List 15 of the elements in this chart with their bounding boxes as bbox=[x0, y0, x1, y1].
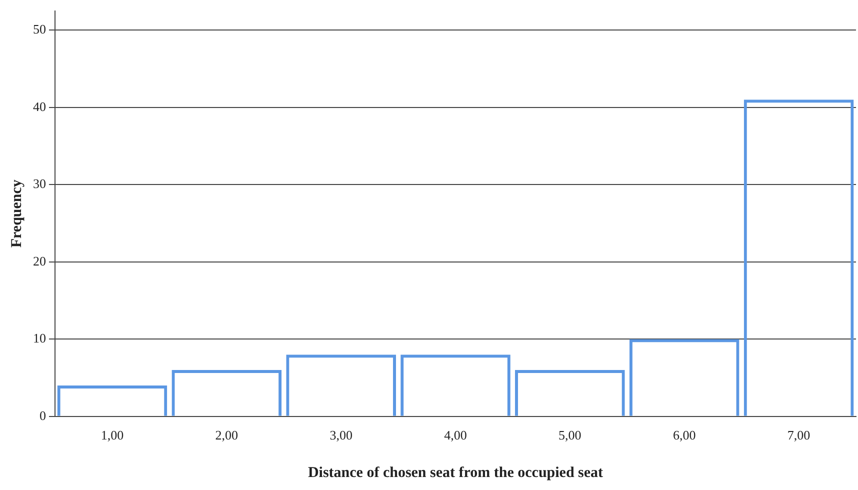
x-tick-label: 3,00 bbox=[330, 428, 352, 443]
x-tick-label: 7,00 bbox=[787, 428, 810, 443]
x-tick-label: 1,00 bbox=[100, 428, 124, 443]
y-tick-label: 40 bbox=[33, 98, 46, 114]
x-tick-label: 6,00 bbox=[672, 428, 696, 443]
x-tick-label: 2,00 bbox=[215, 428, 238, 443]
y-tick-label: 30 bbox=[33, 176, 46, 192]
x-tick-label: 4,00 bbox=[444, 428, 467, 443]
y-tick-label: 50 bbox=[33, 22, 46, 37]
y-tick-label: 0 bbox=[40, 408, 46, 423]
x-tick-label: 5,00 bbox=[558, 428, 582, 443]
y-tick-label: 20 bbox=[33, 253, 46, 268]
y-axis-title: Frequency bbox=[8, 179, 25, 248]
x-axis-title: Distance of chosen seat from the occupied seat bbox=[308, 464, 604, 481]
y-tick-label: 10 bbox=[33, 330, 46, 346]
